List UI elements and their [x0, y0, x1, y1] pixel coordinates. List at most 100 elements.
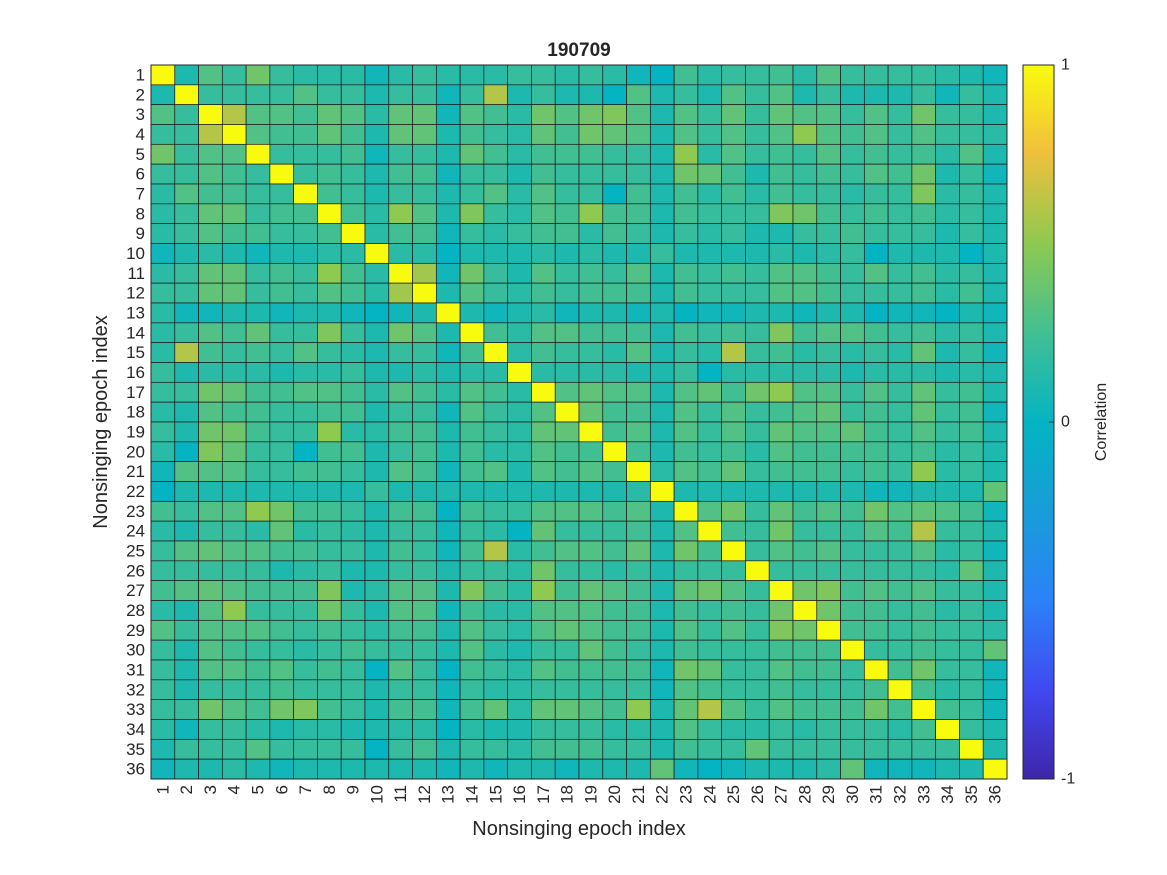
heatmap-cell [174, 421, 199, 443]
heatmap-cell [626, 84, 651, 106]
y-tick-label: 7 [136, 184, 145, 203]
heatmap-cell [745, 163, 770, 185]
heatmap-cell [388, 699, 413, 720]
heatmap-cell [317, 461, 342, 482]
heatmap-cell [626, 183, 651, 205]
heatmap-cell [388, 540, 413, 562]
heatmap-cell [816, 461, 841, 482]
heatmap-cell [245, 421, 271, 443]
heatmap-cell [150, 223, 176, 244]
heatmap-cell [507, 540, 532, 562]
heatmap-cell [721, 679, 746, 701]
heatmap-cell [245, 520, 271, 542]
heatmap-cell [911, 322, 937, 344]
heatmap-cell [317, 500, 342, 522]
heatmap-cell [340, 619, 366, 641]
heatmap-cell [198, 203, 223, 225]
heatmap-cell [911, 401, 937, 423]
heatmap-cell [721, 540, 746, 562]
heatmap-cell [531, 203, 556, 225]
heatmap-cell [507, 659, 532, 681]
heatmap-cell [840, 342, 865, 363]
heatmap-cell [887, 758, 913, 780]
heatmap-cell [507, 679, 532, 701]
heatmap-cell [269, 758, 295, 780]
heatmap-cell [792, 104, 818, 125]
heatmap-cell [792, 401, 818, 423]
heatmap-cell [578, 381, 604, 403]
heatmap-cell [198, 481, 223, 502]
heatmap-cell [293, 500, 318, 522]
heatmap-cell [317, 738, 342, 760]
heatmap-cell [602, 124, 627, 145]
heatmap-cells [150, 64, 1008, 780]
heatmap-cell [412, 381, 437, 403]
heatmap-cell [459, 520, 485, 542]
heatmap-cell [435, 183, 461, 205]
heatmap-cell [721, 441, 746, 463]
heatmap-cell [673, 322, 699, 344]
x-tick-label: 17 [534, 785, 553, 804]
heatmap-cell [317, 560, 342, 582]
heatmap-cell [317, 639, 342, 661]
heatmap-cell [935, 560, 960, 582]
heatmap-cell [412, 282, 437, 304]
heatmap-cell [174, 699, 199, 720]
x-tick-label: 23 [677, 785, 696, 804]
heatmap-cell [768, 401, 794, 423]
heatmap-cell [459, 441, 485, 463]
heatmap-cell [364, 401, 390, 423]
heatmap-cell [435, 481, 461, 502]
heatmap-cell [221, 520, 247, 542]
heatmap-cell [673, 302, 699, 324]
heatmap-cell [174, 243, 199, 264]
heatmap-cell [816, 481, 841, 502]
heatmap-cell [269, 738, 295, 760]
heatmap-cell [602, 639, 627, 661]
heatmap-cell [697, 619, 723, 641]
heatmap-cell [816, 183, 841, 205]
x-tick-label: 15 [486, 785, 505, 804]
y-tick-label: 21 [126, 462, 145, 481]
heatmap-cell [245, 183, 271, 205]
heatmap-cell [507, 520, 532, 542]
heatmap-cell [911, 223, 937, 244]
heatmap-cell [863, 143, 889, 165]
heatmap-cell [198, 659, 223, 681]
heatmap-cell [174, 104, 199, 125]
heatmap-cell [673, 738, 699, 760]
heatmap-cell [863, 243, 889, 264]
heatmap-cell [507, 183, 532, 205]
heatmap-cell [578, 342, 604, 363]
heatmap-cell [507, 401, 532, 423]
heatmap-cell [911, 362, 937, 383]
heatmap-cell [982, 124, 1008, 145]
heatmap-cell [245, 461, 271, 482]
heatmap-cell [816, 342, 841, 363]
heatmap-cell [673, 481, 699, 502]
heatmap-cell [982, 540, 1008, 562]
heatmap-cell [887, 362, 913, 383]
x-tick-label: 14 [463, 785, 482, 804]
heatmap-cell [174, 64, 199, 86]
heatmap-cell [269, 302, 295, 324]
heatmap-cell [174, 580, 199, 601]
heatmap-cell [840, 362, 865, 383]
y-tick-label: 4 [136, 125, 145, 144]
heatmap-cell [602, 619, 627, 641]
heatmap-cell [150, 639, 176, 661]
x-tick-label: 30 [843, 785, 862, 804]
heatmap-cell [673, 183, 699, 205]
heatmap-cell [221, 243, 247, 264]
heatmap-cell [673, 699, 699, 720]
heatmap-cell [626, 203, 651, 225]
heatmap-cell [840, 84, 865, 106]
heatmap-cell [554, 699, 580, 720]
heatmap-cell [840, 282, 865, 304]
heatmap-cell [768, 84, 794, 106]
heatmap-cell [840, 500, 865, 522]
heatmap-cell [887, 540, 913, 562]
heatmap-cell [578, 481, 604, 502]
y-tick-label: 10 [126, 244, 145, 263]
